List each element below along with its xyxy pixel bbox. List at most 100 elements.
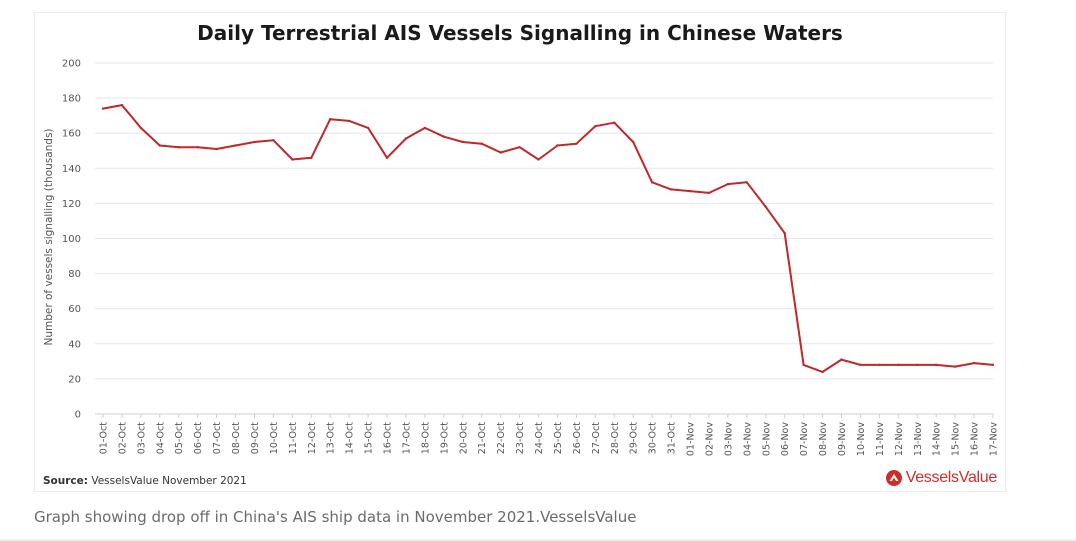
data-point — [859, 363, 862, 367]
x-tick-label: 17-Nov — [989, 422, 1000, 456]
x-tick-label: 02-Nov — [704, 422, 715, 456]
x-tick-label: 04-Nov — [742, 422, 753, 456]
x-tick-label: 02-Oct — [117, 422, 128, 454]
x-tick-label: 20-Oct — [458, 422, 469, 454]
data-point — [215, 147, 218, 151]
data-point — [632, 140, 635, 144]
data-point — [688, 189, 692, 193]
x-tick-labels: 01-Oct 02-Oct 03-Oct 04-Oct 05-Oct 06-Oct 07-O… — [99, 414, 1000, 456]
y-tick-label: 80 — [68, 269, 81, 280]
data-point — [158, 144, 162, 147]
chart-title: Daily Terrestrial AIS Vessels Signalling… — [197, 21, 843, 45]
data-point — [518, 146, 521, 149]
data-point — [480, 142, 483, 145]
source-note: Source: VesselsValue November 2021 — [43, 475, 247, 487]
x-tick-label: 03-Nov — [723, 422, 734, 456]
x-tick-label: 26-Oct — [572, 422, 583, 454]
data-point — [101, 107, 105, 110]
series-layer — [101, 103, 995, 374]
x-tick-label: 08-Oct — [231, 422, 242, 454]
x-tick-label: 12-Oct — [307, 422, 318, 454]
data-point — [177, 146, 180, 149]
data-point — [196, 146, 199, 149]
x-tick-label: 21-Oct — [477, 422, 488, 454]
x-tick-label: 14-Oct — [345, 422, 356, 454]
x-tick-label: 16-Nov — [970, 422, 981, 456]
image-caption: Graph showing drop off in China's AIS sh… — [34, 508, 637, 526]
data-point — [329, 117, 332, 121]
data-point — [537, 158, 540, 161]
x-tick-label: 29-Oct — [629, 422, 640, 454]
x-tick-label: 01-Nov — [686, 422, 697, 456]
data-point — [916, 363, 919, 367]
data-point — [310, 156, 313, 159]
x-tick-label: 07-Oct — [212, 422, 223, 454]
data-point — [575, 142, 578, 145]
data-point — [499, 151, 502, 154]
x-tick-label: 19-Oct — [439, 422, 450, 454]
data-point — [234, 144, 237, 147]
x-tick-label: 24-Oct — [534, 422, 545, 454]
x-tick-label: 14-Nov — [932, 422, 943, 456]
y-axis-label: Number of vessels signalling (thousands) — [43, 128, 55, 345]
data-point — [972, 361, 976, 365]
data-point — [934, 363, 938, 367]
x-tick-label: 10-Oct — [269, 422, 280, 454]
data-point — [366, 126, 370, 130]
data-point — [139, 126, 143, 130]
x-tick-label: 05-Oct — [174, 422, 185, 454]
x-tick-label: 04-Oct — [155, 422, 166, 454]
y-tick-label: 160 — [62, 129, 81, 140]
x-tick-label: 03-Oct — [136, 422, 147, 454]
y-tick-label: 100 — [62, 234, 81, 245]
data-point — [385, 156, 389, 159]
x-tick-label: 05-Nov — [761, 422, 772, 456]
chart-figure: Daily Terrestrial AIS Vessels Signalling… — [34, 12, 1006, 492]
logo-mark-icon — [885, 470, 902, 486]
data-point — [556, 144, 559, 147]
source-text: VesselsValue November 2021 — [91, 475, 247, 487]
data-point — [272, 139, 275, 142]
data-point — [764, 205, 767, 209]
x-tick-label: 17-Oct — [401, 422, 412, 454]
logo-text: VesselsValue — [905, 469, 998, 486]
x-tick-label: 22-Oct — [496, 422, 507, 454]
data-point — [650, 181, 654, 184]
data-point — [783, 232, 786, 235]
data-point — [840, 358, 843, 361]
data-point — [253, 140, 256, 144]
series-line — [102, 104, 994, 373]
x-tick-label: 06-Oct — [193, 422, 204, 454]
vesselsvalue-logo[interactable]: VesselsValue — [885, 469, 998, 487]
y-tick-labels: 0 20 40 60 80 100 120 140 160 180 200 — [62, 59, 81, 421]
data-point — [821, 370, 824, 374]
x-tick-label: 11-Nov — [875, 422, 886, 456]
x-tick-label: 11-Oct — [288, 422, 299, 454]
x-tick-label: 30-Oct — [648, 422, 659, 454]
data-point — [404, 137, 408, 140]
data-point — [461, 140, 464, 144]
x-tick-label: 23-Oct — [515, 422, 526, 454]
x-tick-label: 15-Oct — [364, 422, 375, 454]
data-point — [613, 121, 616, 124]
y-tick-label: 200 — [62, 59, 81, 70]
data-point — [802, 363, 805, 367]
data-point — [669, 188, 673, 191]
y-tick-label: 40 — [68, 339, 81, 350]
data-point — [991, 363, 995, 367]
x-tick-label: 01-Oct — [99, 422, 110, 454]
data-point — [726, 182, 730, 186]
x-tick-label: 18-Oct — [420, 422, 431, 454]
x-tick-label: 10-Nov — [856, 422, 867, 456]
data-point — [423, 126, 427, 130]
x-tick-label: 09-Oct — [250, 422, 261, 454]
y-tick-label: 180 — [62, 94, 81, 105]
y-tick-label: 0 — [75, 410, 81, 421]
x-tick-label: 13-Oct — [326, 422, 337, 454]
data-point — [120, 103, 124, 107]
x-tick-label: 12-Nov — [894, 422, 905, 456]
gridlines — [95, 62, 993, 415]
data-point — [953, 365, 957, 368]
source-label: Source: — [43, 475, 88, 487]
x-tick-label: 25-Oct — [553, 422, 564, 454]
